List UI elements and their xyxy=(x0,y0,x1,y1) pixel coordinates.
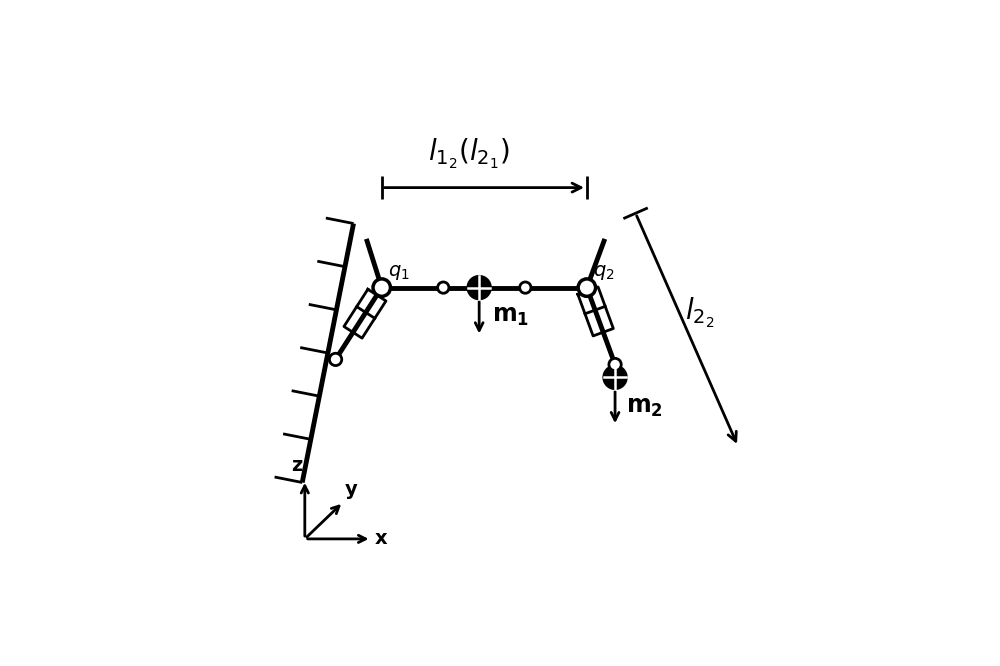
Circle shape xyxy=(373,279,390,296)
Circle shape xyxy=(578,279,596,296)
Text: y: y xyxy=(345,480,357,500)
Circle shape xyxy=(609,358,621,371)
Circle shape xyxy=(604,366,626,389)
Text: x: x xyxy=(374,529,387,548)
Text: $\mathbf{m_2}$: $\mathbf{m_2}$ xyxy=(626,395,663,419)
Text: $q_1$: $q_1$ xyxy=(388,264,410,282)
Text: $l_{1_2}(l_{2_1})$: $l_{1_2}(l_{2_1})$ xyxy=(428,137,510,171)
Circle shape xyxy=(520,282,531,293)
Circle shape xyxy=(329,353,342,366)
Text: $\mathbf{m_1}$: $\mathbf{m_1}$ xyxy=(492,304,529,328)
Circle shape xyxy=(468,276,490,299)
Circle shape xyxy=(438,282,449,293)
Text: $l_{2_2}$: $l_{2_2}$ xyxy=(685,296,714,330)
Text: z: z xyxy=(291,456,303,476)
Text: $q_2$: $q_2$ xyxy=(593,264,615,282)
